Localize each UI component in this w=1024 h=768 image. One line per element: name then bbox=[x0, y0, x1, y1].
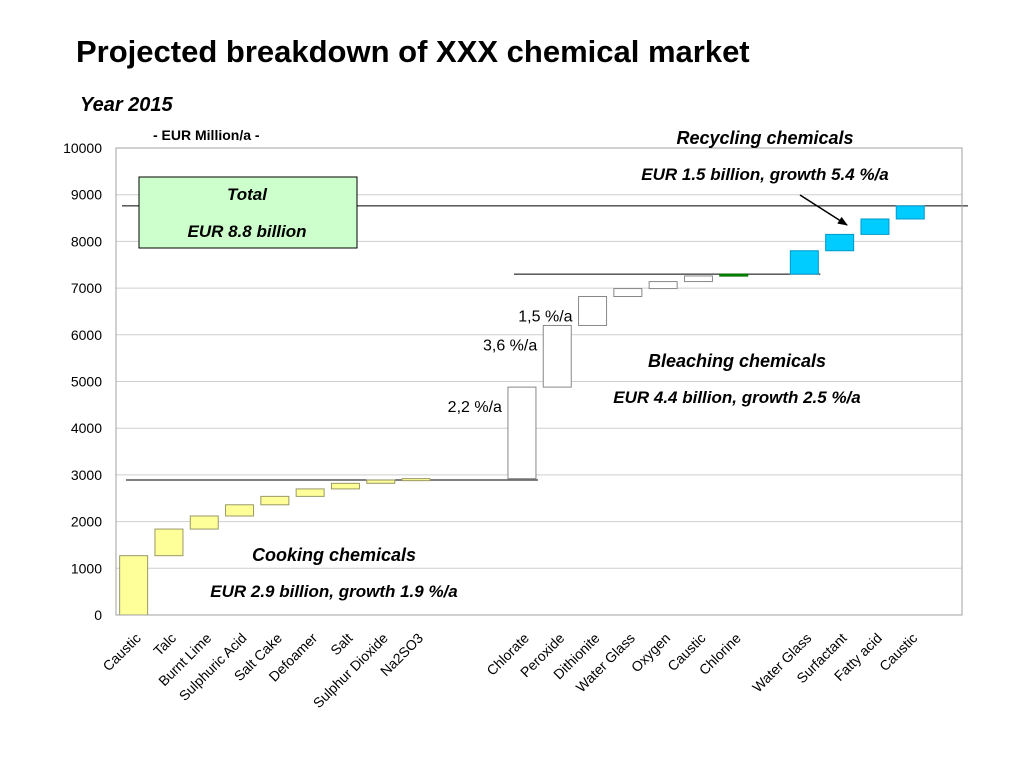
cooking-title: Cooking chemicals bbox=[252, 545, 416, 565]
page-subtitle: Year 2015 bbox=[80, 94, 173, 116]
x-tick-label: Oxygen bbox=[628, 630, 673, 675]
recycling-title: Recycling chemicals bbox=[676, 128, 853, 148]
bar-chlorine bbox=[719, 273, 749, 277]
y-tick-label: 6000 bbox=[71, 327, 102, 343]
page-title: Projected breakdown of XXX chemical mark… bbox=[76, 34, 750, 69]
total-title: Total bbox=[227, 185, 268, 204]
bar-bleaching bbox=[683, 275, 713, 283]
growth-label: 2,2 %/a bbox=[448, 399, 502, 416]
x-tick-label: Talc bbox=[150, 630, 179, 659]
x-tick-label: Caustic bbox=[876, 630, 920, 674]
bar-cooking bbox=[225, 504, 255, 517]
bar-cooking bbox=[295, 488, 325, 497]
unit-label: - EUR Million/a - bbox=[153, 127, 260, 143]
y-tick-label: 9000 bbox=[71, 187, 102, 203]
growth-label: 1,5 %/a bbox=[518, 309, 572, 326]
total-box bbox=[138, 176, 358, 249]
x-tick-label: Salt bbox=[327, 630, 355, 658]
y-tick-label: 0 bbox=[94, 607, 102, 623]
growth-labels: 2,2 %/a 3,6 %/a 1,5 %/a bbox=[448, 309, 573, 417]
bar-cooking bbox=[366, 479, 396, 484]
bar-bleaching bbox=[578, 296, 608, 326]
bar-cooking bbox=[189, 515, 219, 530]
growth-label: 3,6 %/a bbox=[483, 337, 537, 354]
y-tick-label: 10000 bbox=[63, 140, 102, 156]
bar-cooking bbox=[260, 495, 290, 506]
cooking-detail: EUR 2.9 billion, growth 1.9 %/a bbox=[210, 582, 458, 601]
y-tick-label: 7000 bbox=[71, 280, 102, 296]
plot-area-frame bbox=[115, 147, 963, 616]
bar-bleaching bbox=[507, 386, 537, 480]
total-detail: EUR 8.8 billion bbox=[187, 222, 306, 241]
y-tick-label: 5000 bbox=[71, 374, 102, 390]
y-tick-label: 4000 bbox=[71, 420, 102, 436]
bar-recycling bbox=[860, 218, 890, 235]
bar-cooking bbox=[401, 478, 431, 482]
bar-cooking bbox=[119, 555, 149, 616]
y-tick-label: 8000 bbox=[71, 233, 102, 249]
y-tick-label: 1000 bbox=[71, 560, 102, 576]
bars bbox=[119, 205, 925, 616]
y-tick-label: 2000 bbox=[71, 514, 102, 530]
y-axis-tick-labels: 0 1000 2000 3000 4000 5000 6000 7000 8000 9000 100… bbox=[63, 140, 102, 623]
bar-cooking bbox=[154, 528, 184, 557]
recycling-detail: EUR 1.5 billion, growth 5.4 %/a bbox=[641, 165, 889, 184]
bleaching-detail: EUR 4.4 billion, growth 2.5 %/a bbox=[613, 388, 861, 407]
bar-bleaching bbox=[542, 324, 572, 388]
y-tick-label: 3000 bbox=[71, 467, 102, 483]
recycling-arrow bbox=[799, 194, 848, 226]
bar-recycling bbox=[825, 233, 855, 252]
bar-bleaching bbox=[648, 281, 678, 290]
bleaching-title: Bleaching chemicals bbox=[648, 351, 826, 371]
bar-bleaching bbox=[613, 288, 643, 298]
bar-cooking bbox=[330, 482, 360, 490]
x-tick-label: Caustic bbox=[99, 630, 143, 674]
bar-recycling bbox=[789, 250, 819, 275]
bar-recycling bbox=[895, 205, 925, 220]
